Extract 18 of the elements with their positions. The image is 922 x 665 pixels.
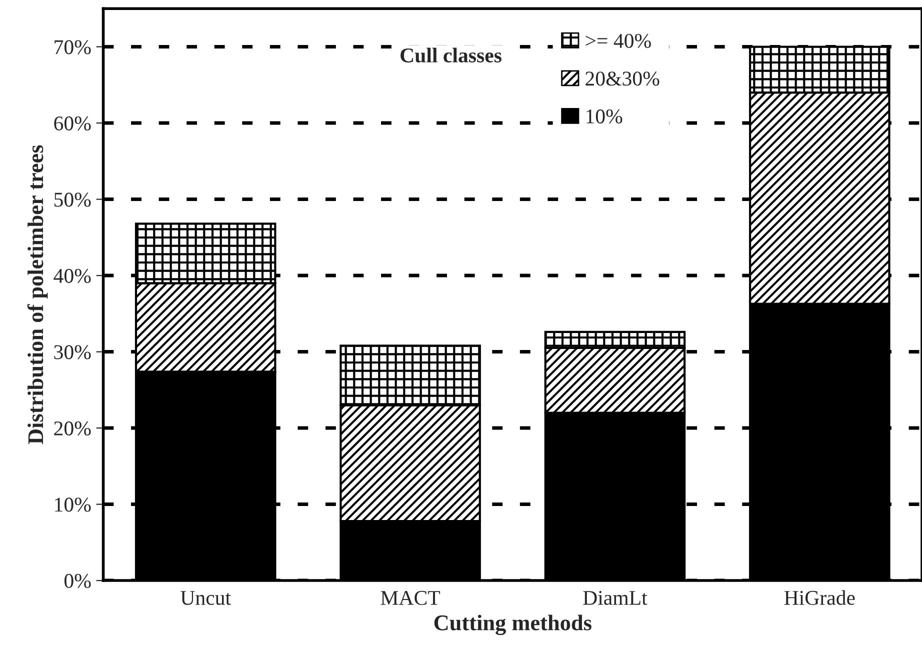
x-tick-label: DiamLt bbox=[583, 590, 648, 605]
y-tick-label: 30% bbox=[54, 345, 91, 360]
y-tick-label: 20% bbox=[54, 421, 91, 436]
y-axis-title: Distribution of poletimber trees bbox=[27, 145, 48, 444]
x-axis-title: Cutting methods bbox=[434, 614, 592, 636]
x-tick-label: Uncut bbox=[180, 591, 231, 605]
legend-label: >= 40% bbox=[586, 34, 651, 48]
x-tick-label: HiGrade bbox=[784, 590, 855, 605]
x-tick-label: MACT bbox=[380, 590, 440, 605]
y-tick-label: 0% bbox=[64, 574, 91, 588]
legend-title: Cull classes bbox=[400, 48, 502, 63]
y-tick-label: 10% bbox=[55, 498, 91, 512]
y-tick-label: 60% bbox=[54, 116, 91, 131]
legend-label: 20&30% bbox=[586, 72, 660, 86]
y-tick-label: 70% bbox=[54, 40, 91, 54]
legend-label: 10% bbox=[586, 109, 622, 124]
y-tick-label: 40% bbox=[54, 268, 91, 284]
y-tick-label: 50% bbox=[54, 192, 91, 207]
